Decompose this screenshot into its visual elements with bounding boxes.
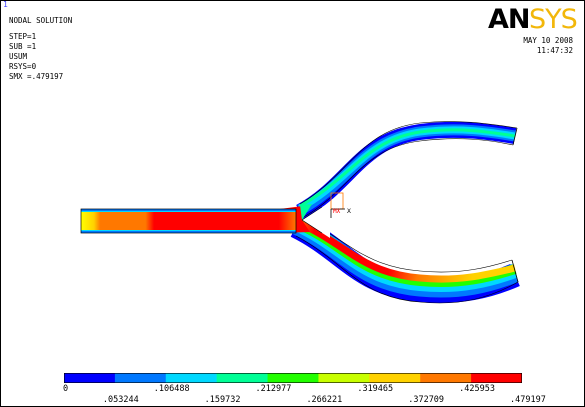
- ansys-logo: AN SYS: [488, 4, 578, 32]
- logo-light-text: SYS: [529, 4, 577, 32]
- legend-top-label: .319465: [357, 384, 394, 394]
- solution-info: NODAL SOLUTION STEP=1 SUB =1 USUM RSYS=0…: [9, 16, 72, 82]
- legend-top-label: .212977: [255, 384, 292, 394]
- date-text: MAY 10 2008: [523, 36, 573, 45]
- legend-swatch-8: [471, 373, 522, 383]
- legend-swatch-1: [114, 373, 167, 383]
- legend-bottom-label: .053244: [102, 395, 139, 405]
- legend-swatch-5: [318, 373, 370, 383]
- legend-swatch-0: [64, 373, 116, 383]
- legend-bottom-label: .159732: [204, 395, 241, 405]
- legend-swatch-2: [165, 373, 218, 383]
- legend-top-label: 0: [63, 384, 69, 394]
- coordinate-triad: MX X: [330, 192, 351, 218]
- step-line: STEP=1: [9, 32, 37, 41]
- solution-title: NODAL SOLUTION: [9, 16, 73, 25]
- contour-plot[interactable]: MX X: [0, 0, 585, 370]
- time-text: 11:47:32: [536, 46, 573, 55]
- legend-bottom-label: .479197: [510, 395, 546, 405]
- legend-swatch-4: [267, 373, 319, 383]
- smx-line: SMX =.479197: [9, 72, 64, 81]
- timestamp: MAY 10 2008 11:47:32: [523, 36, 573, 56]
- legend-swatch-6: [369, 373, 421, 383]
- lower-branch: [290, 215, 520, 304]
- substep-line: SUB =1: [9, 42, 37, 51]
- window-number: 1: [3, 0, 8, 9]
- upper-branch-outline: [299, 121, 518, 220]
- legend-swatch-3: [216, 373, 269, 383]
- legend-bottom-label: .372709: [408, 395, 445, 405]
- legend-swatch-7: [420, 373, 472, 383]
- stem-pipe: [80, 208, 297, 234]
- logo-dark-text: AN: [488, 4, 530, 32]
- legend-bottom-label: .266221: [306, 395, 343, 405]
- rsys-line: RSYS=0: [9, 62, 37, 71]
- legend-top-label: .106488: [153, 384, 190, 394]
- legend-top-label: .425953: [459, 384, 495, 394]
- triad-axis-label: MX: [333, 208, 341, 215]
- contour-legend-bar: [64, 373, 522, 383]
- result-item-line: USUM: [9, 52, 28, 61]
- junction-upper-edge: [300, 204, 312, 220]
- triad-x-label: X: [347, 207, 351, 215]
- fork-notch: [302, 202, 330, 238]
- upper-branch: [296, 121, 517, 220]
